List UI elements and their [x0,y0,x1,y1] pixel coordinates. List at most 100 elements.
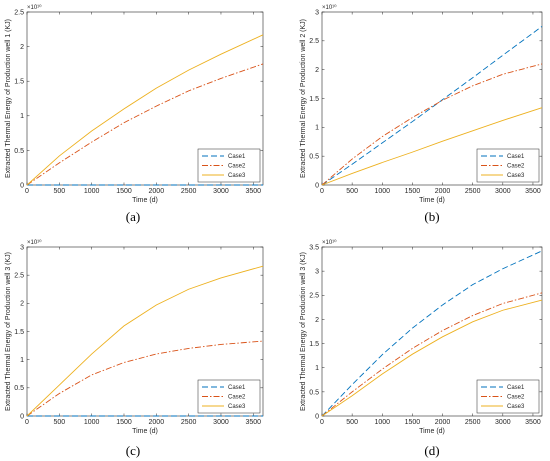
chart-panel-2: 0 500 1000 1500 2000 2500 3000 3500 0 0.5 1 1.5 2 2.5… [300,4,543,224]
series-line-case3 [26,34,264,186]
chart-panel-3: 0 500 1000 1500 2000 2500 3000 3500 0 0.5 1 1.5 2 2.5… [5,239,264,458]
y-tick-label: 0.5 [309,389,319,396]
series-line-case2 [26,63,264,186]
legend-label: Case2 [228,395,246,401]
x-axis-label: Time (d) [419,428,445,435]
y-tick-label: 3 [315,269,319,276]
y-tick-label: 1.5 [309,96,319,103]
x-tick-label: 3500 [246,188,262,195]
x-tick-label: 2000 [435,188,451,195]
legend-label: Case2 [507,395,525,401]
legend-label: Case3 [228,404,246,410]
series-line-case2 [26,340,264,417]
x-tick-label: 0 [25,419,29,426]
y-tick-label: 0 [20,182,24,189]
x-tick-label: 2000 [149,188,165,195]
x-tick-label: 1000 [374,188,390,195]
x-tick-label: 1000 [84,419,100,426]
x-tick-label: 1000 [84,188,100,195]
x-tick-label: 1500 [405,419,421,426]
panel-caption: (c) [126,443,140,458]
y-tick-label: 0 [315,182,319,189]
panel-caption: (a) [126,209,140,224]
x-tick-label: 3500 [525,188,541,195]
legend-box [197,148,261,183]
x-tick-label: 1500 [116,419,132,426]
x-axis-label: Time (d) [132,428,158,435]
legend: Case1 Case2 Case3 [197,379,261,414]
legend-label: Case3 [507,173,525,179]
y-tick-label: 0 [315,413,319,420]
legend: Case1 Case2 Case3 [476,148,540,183]
series-line-case1 [321,250,543,417]
x-axis-label: Time (d) [419,197,445,204]
chart-panel-1: 0 500 1000 1500 2000 2500 3000 3500 0 0.5 1 1.5 2 2.5… [5,4,264,224]
legend-label: Case1 [507,385,525,391]
y-axis-label: Extracted Thermal Energy of Production w… [300,19,307,178]
x-tick-label: 2500 [465,188,481,195]
legend-label: Case1 [228,385,246,391]
y-tick-label: 3.5 [309,244,319,251]
y-tick-label: 1 [20,357,24,364]
series-line-case3 [26,265,264,417]
x-tick-label: 0 [320,419,324,426]
legend-box [476,148,540,183]
y-tick-label: 1.5 [14,79,24,86]
y-tick-label: 2 [315,67,319,74]
x-tick-label: 1500 [405,188,421,195]
y-tick-label: 2 [20,44,24,51]
y-tick-label: 2 [20,301,24,308]
series-line-case3 [321,107,543,186]
x-tick-label: 3000 [213,188,229,195]
x-tick-label: 2500 [181,188,197,195]
x-tick-label: 0 [320,188,324,195]
y-tick-label: 2.5 [309,293,319,300]
x-tick-label: 2000 [149,419,165,426]
x-tick-label: 3000 [495,188,511,195]
y-tick-label: 0.5 [14,148,24,155]
x-axis-label: Time (d) [132,197,158,204]
x-tick-label: 2000 [435,419,451,426]
y-tick-label: 1 [315,365,319,372]
y-tick-label: 2.5 [309,38,319,45]
legend: Case1 Case2 Case3 [476,379,540,414]
legend-label: Case1 [228,154,246,160]
x-tick-label: 500 [346,419,358,426]
legend-label: Case3 [507,404,525,410]
y-tick-label: 0.5 [309,154,319,161]
y-tick-label: 3 [20,244,24,251]
y-tick-label: 1.5 [14,329,24,336]
y-axis-label: Extracted Thermal Energy of Production w… [300,252,307,411]
y-tick-label: 1.5 [309,341,319,348]
y-tick-label: 2 [315,317,319,324]
x-tick-label: 3500 [246,419,262,426]
y-tick-label: 0 [20,413,24,420]
legend-label: Case1 [507,154,525,160]
x-tick-label: 2500 [465,419,481,426]
legend-box [197,379,261,414]
panel-caption: (d) [424,443,439,458]
legend-label: Case2 [507,164,525,170]
y-exponent-label: ×10¹⁰ [322,239,337,246]
y-tick-label: 2.5 [14,9,24,16]
y-tick-label: 3 [315,9,319,16]
x-tick-label: 500 [53,188,65,195]
series-line-case3 [321,299,543,417]
x-tick-label: 500 [53,419,65,426]
x-tick-label: 0 [25,188,29,195]
y-tick-label: 1 [20,113,24,120]
x-tick-label: 3000 [213,419,229,426]
chart-panel-4: 0 500 1000 1500 2000 2500 3000 3500 0 0.5 1 1.5 2 2.5… [300,239,543,458]
series-line-case1 [321,26,543,186]
y-tick-label: 1 [315,125,319,132]
y-exponent-label: ×10¹⁰ [322,4,337,11]
y-exponent-label: ×10¹⁰ [27,239,42,246]
x-tick-label: 1000 [374,419,390,426]
legend-label: Case3 [228,173,246,179]
panel-caption: (b) [424,209,439,224]
x-tick-label: 1500 [116,188,132,195]
series-line-case2 [321,63,543,186]
legend: Case1 Case2 Case3 [197,148,261,183]
x-tick-label: 2500 [181,419,197,426]
